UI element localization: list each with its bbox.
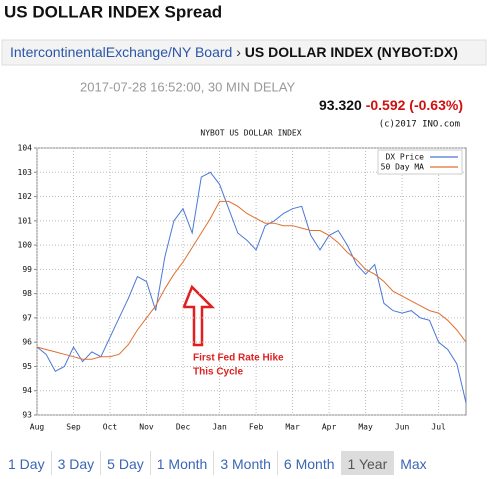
y-tick-label: 98: [22, 289, 32, 298]
y-tick-label: 99: [22, 265, 32, 274]
y-tick-label: 95: [22, 362, 32, 371]
x-tick-label: Jan: [212, 423, 227, 432]
x-tick-label: Feb: [249, 423, 264, 432]
y-tick-label: 103: [18, 168, 33, 177]
breadcrumb-separator: ›: [236, 44, 241, 60]
x-tick-label: Mar: [285, 423, 300, 432]
annotation: First Fed Rate Hike: [193, 353, 284, 364]
x-tick-label: Dec: [176, 423, 191, 432]
price: 93.320: [319, 97, 362, 113]
x-tick-label: Jun: [395, 423, 410, 432]
legend-box: [377, 149, 463, 175]
range-button[interactable]: Max: [400, 456, 427, 472]
y-tick-label: 94: [22, 386, 32, 395]
copyright: (c)2017 INO.com: [379, 120, 460, 130]
y-tick-label: 104: [18, 144, 33, 153]
range-buttons: 1 Day 3 Day 5 Day 1 Month 3 Month 6 Month 1 Ye…: [2, 451, 433, 475]
breadcrumb-current: US DOLLAR INDEX (NYBOT:DX): [245, 44, 458, 60]
x-tick-label: Aug: [30, 423, 45, 432]
range-button[interactable]: 3 Month: [214, 451, 278, 475]
range-button[interactable]: 6 Month: [278, 451, 342, 475]
breadcrumb: IntercontinentalExchange/NY Board › US D…: [10, 44, 458, 60]
change: -0.592 (-0.63%): [366, 97, 463, 113]
annotation: This Cycle: [193, 367, 243, 378]
quote: 93.320 -0.592 (-0.63%): [319, 97, 463, 113]
x-tick-label: Sep: [66, 423, 81, 432]
range-button[interactable]: 1 Day: [2, 451, 52, 475]
series-line: [36, 200, 467, 360]
range-button[interactable]: 1 Year: [341, 451, 395, 475]
annotation-arrow: [182, 284, 216, 347]
breadcrumb-link[interactable]: IntercontinentalExchange/NY Board: [10, 44, 232, 60]
series-line: [36, 171, 467, 404]
timestamp: 2017-07-28 16:52:00, 30 MIN DELAY: [80, 79, 295, 94]
legend-label: 50 Day MA: [381, 163, 425, 172]
y-tick-label: 93: [22, 411, 32, 420]
y-tick-label: 96: [22, 338, 32, 347]
y-tick-label: 97: [22, 313, 32, 322]
range-button[interactable]: 1 Month: [151, 451, 215, 475]
plot-frame: [36, 147, 467, 416]
page-title: US DOLLAR INDEX Spread: [4, 2, 222, 21]
x-tick-label: Apr: [322, 423, 337, 432]
x-tick-label: Oct: [103, 423, 118, 432]
legend-label: DX Price: [385, 153, 424, 162]
y-tick-label: 102: [18, 192, 33, 201]
range-button[interactable]: 3 Day: [52, 451, 102, 475]
x-tick-label: Nov: [139, 423, 154, 432]
y-tick-label: 101: [18, 216, 33, 225]
y-tick-label: 100: [18, 241, 33, 250]
breadcrumb-bar: [1, 39, 487, 66]
x-tick-label: May: [358, 423, 373, 432]
chart-title: NYBOT US DOLLAR INDEX: [200, 129, 301, 138]
range-button[interactable]: 5 Day: [101, 451, 151, 475]
x-tick-label: Jul: [431, 423, 446, 432]
chart: US DOLLAR INDEX Spread IntercontinentalE…: [1, 2, 487, 432]
